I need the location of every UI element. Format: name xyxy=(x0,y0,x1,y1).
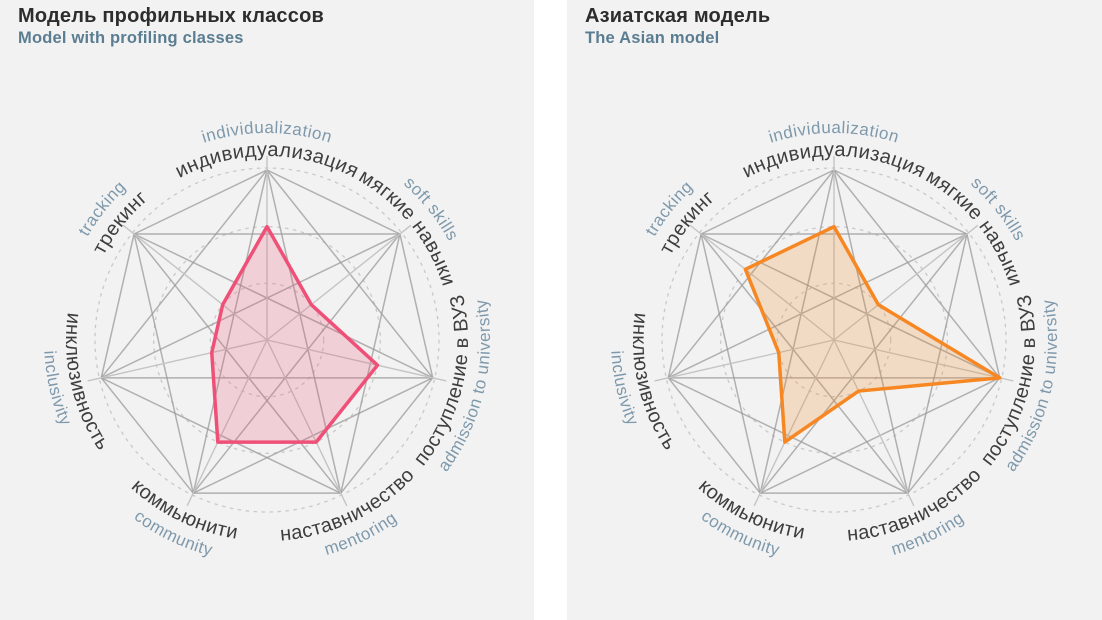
web-line xyxy=(667,233,702,378)
chart-header: Азиатская модель The Asian model xyxy=(585,5,770,48)
web-line xyxy=(266,169,401,235)
web-line xyxy=(833,169,909,494)
web-line xyxy=(667,233,968,379)
web-line xyxy=(192,169,268,494)
axis-spoke xyxy=(266,224,412,341)
web-line xyxy=(100,377,194,494)
web-line xyxy=(192,233,401,494)
web-line xyxy=(340,377,434,494)
data-polygon xyxy=(210,224,380,444)
web-line xyxy=(966,233,1001,378)
web-line xyxy=(133,233,342,494)
axis-spoke xyxy=(833,339,1014,382)
axis-spoke xyxy=(87,339,268,382)
web-line xyxy=(100,233,135,378)
axis-spoke xyxy=(833,224,979,341)
web-line xyxy=(100,233,401,379)
grid-ring xyxy=(153,226,381,454)
web-line xyxy=(833,169,968,235)
web-line xyxy=(399,233,434,378)
axis-spoke xyxy=(266,339,447,382)
web-line xyxy=(700,233,909,494)
chart-subtitle: The Asian model xyxy=(585,29,720,47)
web-line xyxy=(133,169,268,235)
axis-spoke xyxy=(266,339,348,507)
chart-header: Модель профильных классов Model with pro… xyxy=(18,5,324,48)
web-line xyxy=(133,233,434,379)
web-line xyxy=(759,233,968,494)
axis-spoke xyxy=(753,339,835,507)
panel-profiling-classes: индивидуализация individualization мягкие … xyxy=(0,0,534,620)
web-line xyxy=(667,377,761,494)
axis-spoke xyxy=(654,339,835,382)
web-line xyxy=(266,169,342,494)
chart-title: Азиатская модель xyxy=(585,5,771,27)
data-polygon xyxy=(743,224,1002,444)
grid-ring xyxy=(720,226,948,454)
radar-chart-asian-model: индивидуализацияindividualizationмягкие … xyxy=(607,118,1060,560)
panel-asian-model: индивидуализация individualization мягкие … xyxy=(567,0,1102,620)
chart-subtitle: Model with profiling classes xyxy=(18,29,244,47)
axis-spoke xyxy=(122,224,268,341)
axis-spoke xyxy=(833,339,915,507)
web-line xyxy=(700,233,1001,379)
web-line xyxy=(759,169,835,494)
axis-spoke xyxy=(689,224,835,341)
chart-title: Модель профильных классов xyxy=(18,5,324,27)
web-line xyxy=(907,377,1001,494)
radar-chart-profiling-classes: индивидуализацияindividualizationмягкие … xyxy=(40,118,493,560)
web-line xyxy=(700,169,835,235)
axis-spoke xyxy=(186,339,268,507)
